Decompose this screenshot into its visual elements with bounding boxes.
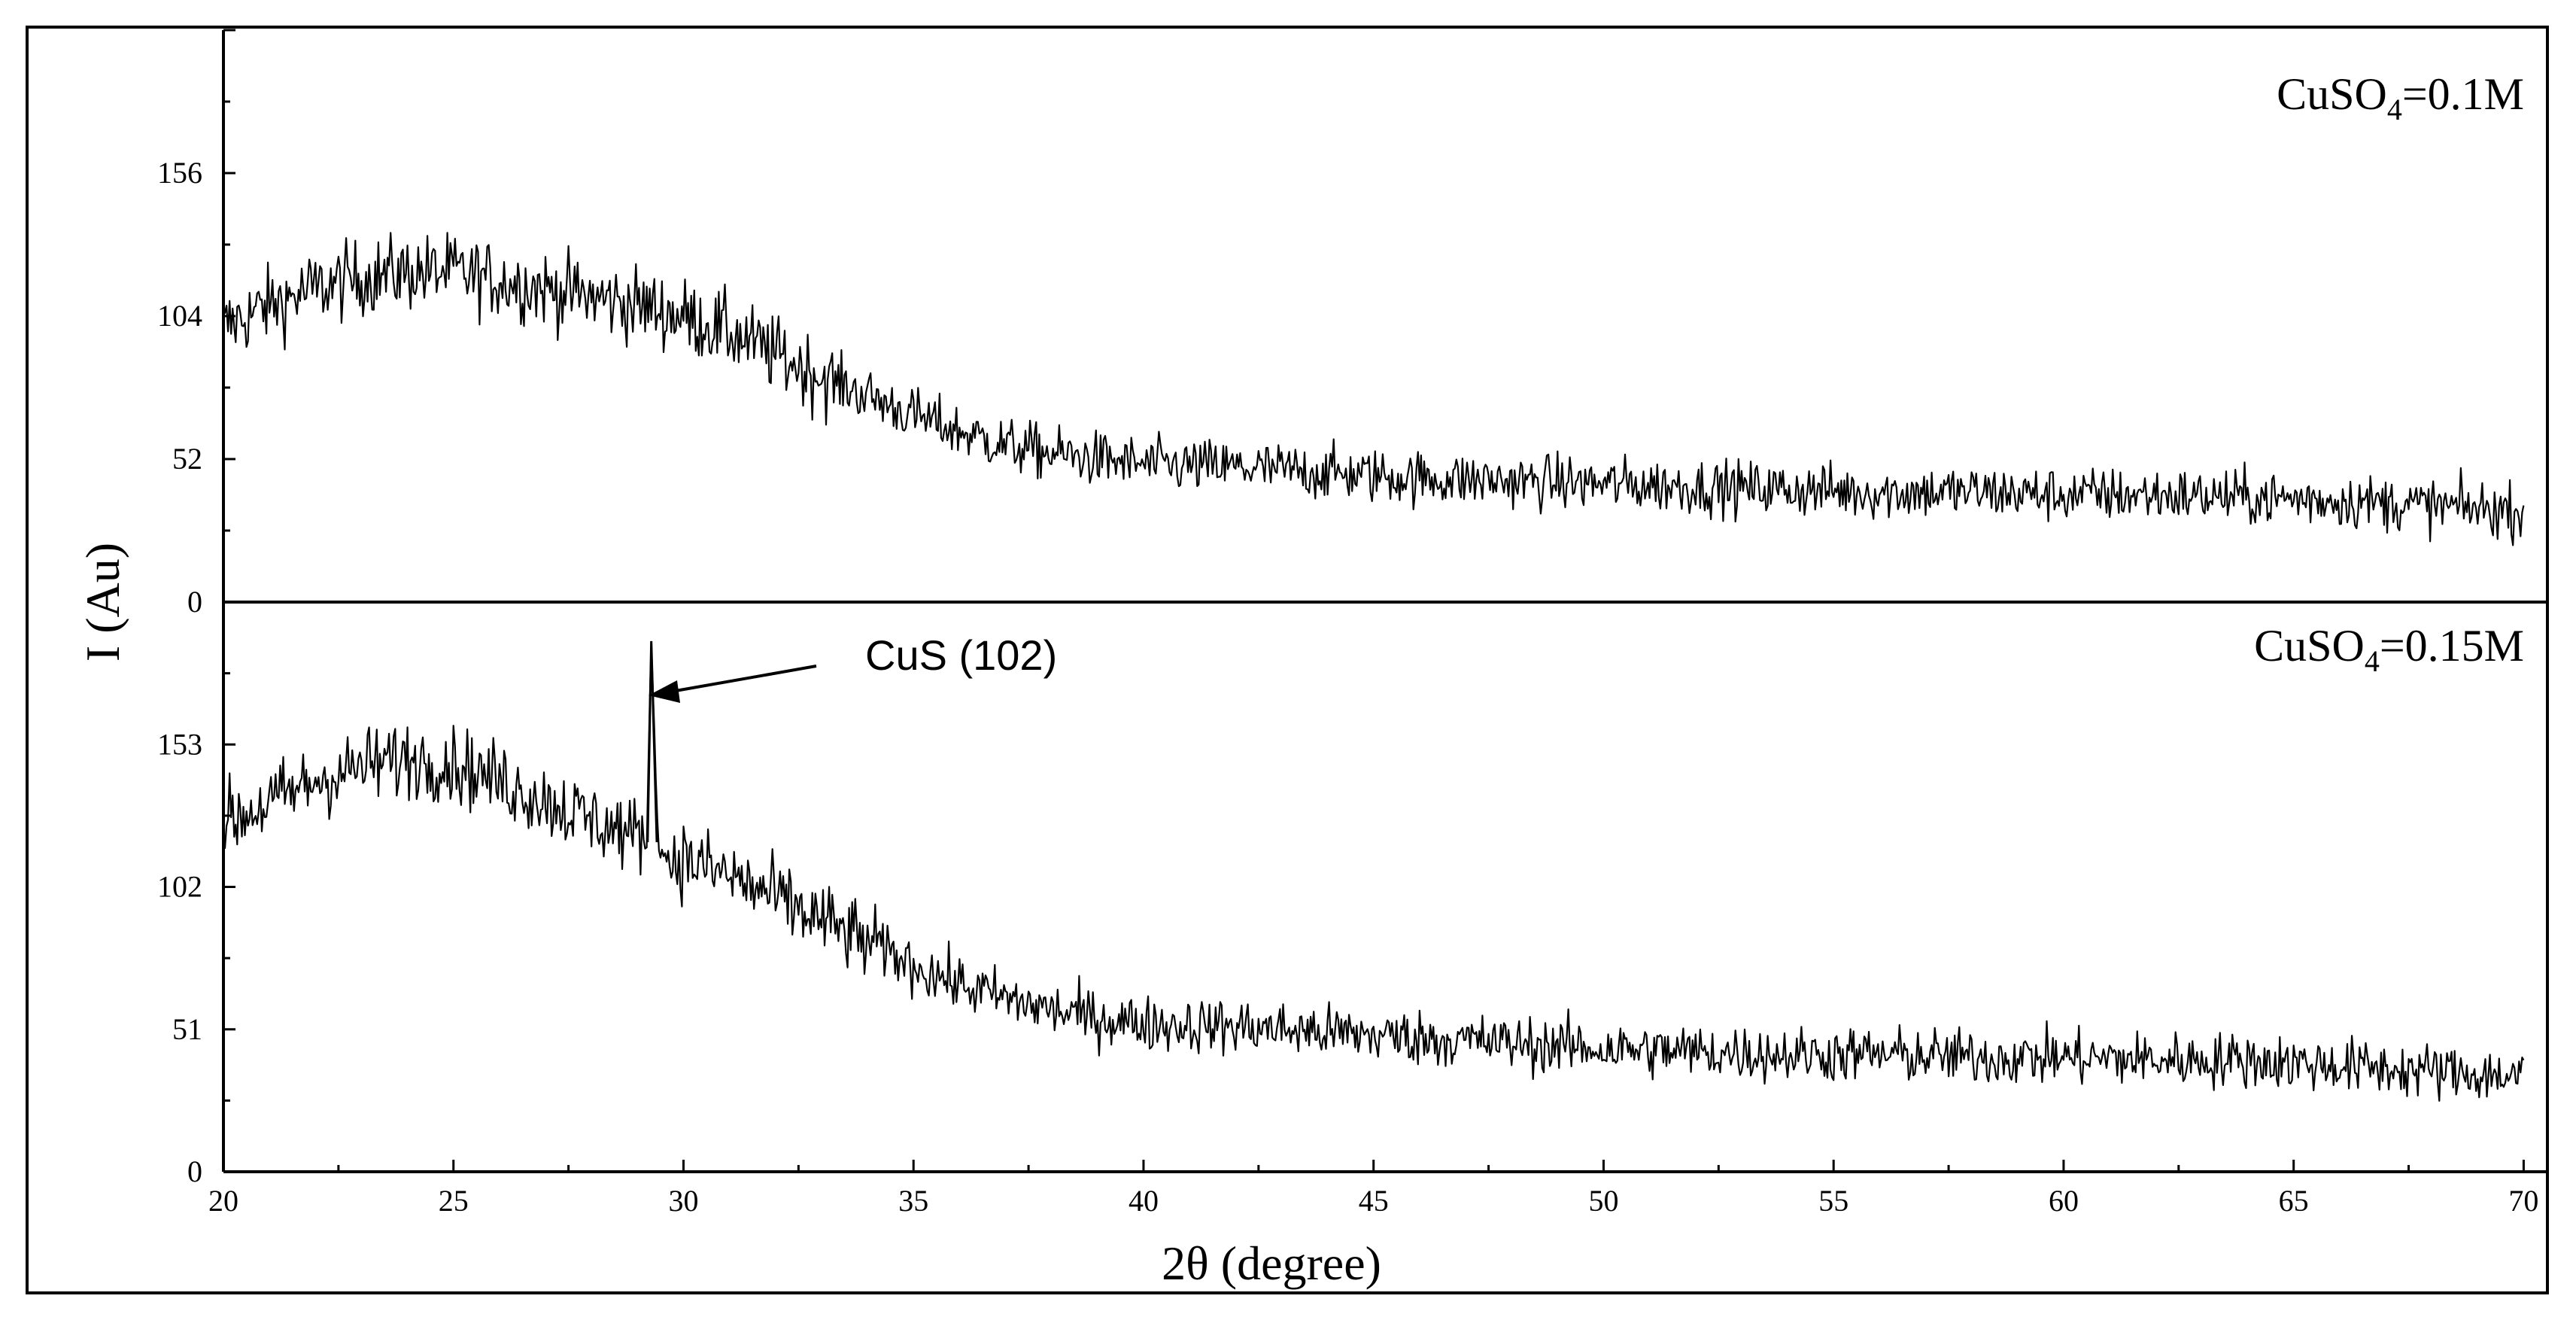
annotation-label: CuS (102) [865, 631, 1057, 679]
panel-label-top-tail: =0.1M [2402, 69, 2524, 119]
x-tick-label: 20 [208, 1184, 238, 1218]
panel-label-bottom-main: CuSO [2254, 621, 2365, 671]
y-tick-label-top: 104 [157, 299, 202, 333]
panel-label-top: CuSO4=0.1M [2277, 69, 2524, 126]
y-tick-label-top: 0 [187, 585, 202, 619]
panel-label-top-main: CuSO [2277, 69, 2387, 119]
ticks-layer: 0 52 104 156 0 51 102 153 20 25 30 35 40 45 50 55 60 65 70 [157, 29, 2538, 1218]
annotation-arrow-line [658, 665, 817, 695]
x-tick-label: 65 [2279, 1184, 2309, 1218]
y-tick-label-bottom: 153 [157, 727, 202, 761]
panel-label-bottom: CuSO4=0.15M [2254, 621, 2524, 678]
x-tick-label: 30 [668, 1184, 698, 1218]
panel-label-bottom-sub: 4 [2365, 644, 2380, 678]
annotation-cus: CuS (102) [649, 631, 1057, 703]
y-tick-label-bottom: 0 [187, 1154, 202, 1188]
annotation-arrow-head [649, 680, 680, 703]
outer-frame [26, 26, 2549, 1294]
x-tick-label: 70 [2508, 1184, 2538, 1218]
x-tick-label: 40 [1129, 1184, 1159, 1218]
series-line-top-0 [222, 232, 2525, 546]
x-tick-label: 35 [898, 1184, 928, 1218]
y-axis-title: I (Au) [76, 543, 129, 662]
x-tick-label: 55 [1818, 1184, 1848, 1218]
y-tick-label-bottom: 102 [157, 870, 202, 904]
x-tick-label: 25 [439, 1184, 469, 1218]
x-axis-title: 2θ (degree) [1162, 1236, 1381, 1290]
y-tick-label-bottom: 51 [172, 1012, 202, 1046]
panel-label-bottom-tail: =0.15M [2380, 621, 2524, 671]
series-layer [222, 232, 2525, 1102]
y-tick-label-top: 52 [172, 442, 202, 476]
x-tick-label: 60 [2049, 1184, 2079, 1218]
y-tick-label-top: 156 [157, 156, 202, 190]
x-tick-label: 45 [1359, 1184, 1389, 1218]
panel-label-top-sub: 4 [2387, 93, 2402, 126]
series-line-bottom-0 [222, 642, 2525, 1102]
x-tick-label: 50 [1588, 1184, 1618, 1218]
